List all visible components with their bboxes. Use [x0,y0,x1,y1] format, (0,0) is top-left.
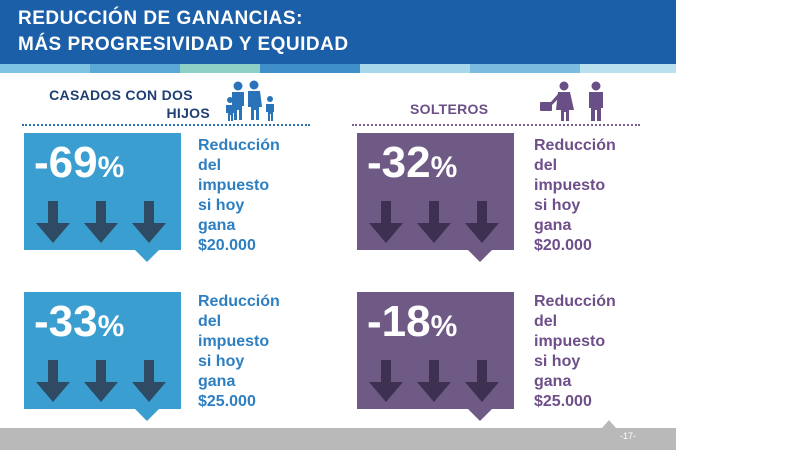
card-tail [468,250,492,262]
percent-value: -69% [34,138,125,187]
percent-value: -32% [367,138,458,187]
section-label-casados: CASADOS CON DOS HIJOS [26,86,216,122]
reduction-card-casados-25000: -33% [24,292,181,421]
card-tail [135,409,159,421]
section-label-solteros: SOLTEROS [410,101,489,117]
stripe-segment [0,64,90,73]
down-arrows-icon [369,201,499,243]
page-number: -17- [619,431,636,441]
stripe-segment [180,64,260,73]
card-tail [135,250,159,262]
card-tail [468,409,492,421]
card-description: Reducción del impuesto si hoy gana $20.0… [534,137,616,254]
down-arrows-icon [369,360,499,402]
casados-label-line2: HIJOS [166,105,210,121]
slide: REDUCCIÓN DE GANANCIAS: MÁS PROGRESIVIDA… [0,0,676,450]
divider-solteros [352,124,640,126]
reduction-card-solteros-25000: -18% [357,292,514,421]
card-description: Reducción del impuesto si hoy gana $20.0… [198,137,280,254]
header-bar: REDUCCIÓN DE GANANCIAS: MÁS PROGRESIVIDA… [0,0,676,64]
down-arrows-icon [36,201,166,243]
stripe-segment [580,64,676,73]
footer-bar [0,428,676,450]
footer-notch [602,420,616,428]
casados-label-line1: CASADOS CON DOS [49,87,193,103]
percent-value: -33% [34,297,125,346]
stripe-segment [260,64,360,73]
percent-value: -18% [367,297,458,346]
card-description: Reducción del impuesto si hoy gana $25.0… [534,293,616,410]
divider-casados [22,124,310,126]
reduction-card-casados-20000: -69% [24,133,181,262]
reduction-card-solteros-20000: -32% [357,133,514,262]
down-arrows-icon [36,360,166,402]
title-line-2: MÁS PROGRESIVIDAD Y EQUIDAD [18,34,349,55]
stripe-segment [360,64,470,73]
single-people-icon [540,81,603,121]
stripe-segment [470,64,580,73]
family-icon [226,80,274,121]
title-line-1: REDUCCIÓN DE GANANCIAS: [18,8,303,29]
stripe-segment [90,64,180,73]
card-description: Reducción del impuesto si hoy gana $25.0… [198,293,280,410]
